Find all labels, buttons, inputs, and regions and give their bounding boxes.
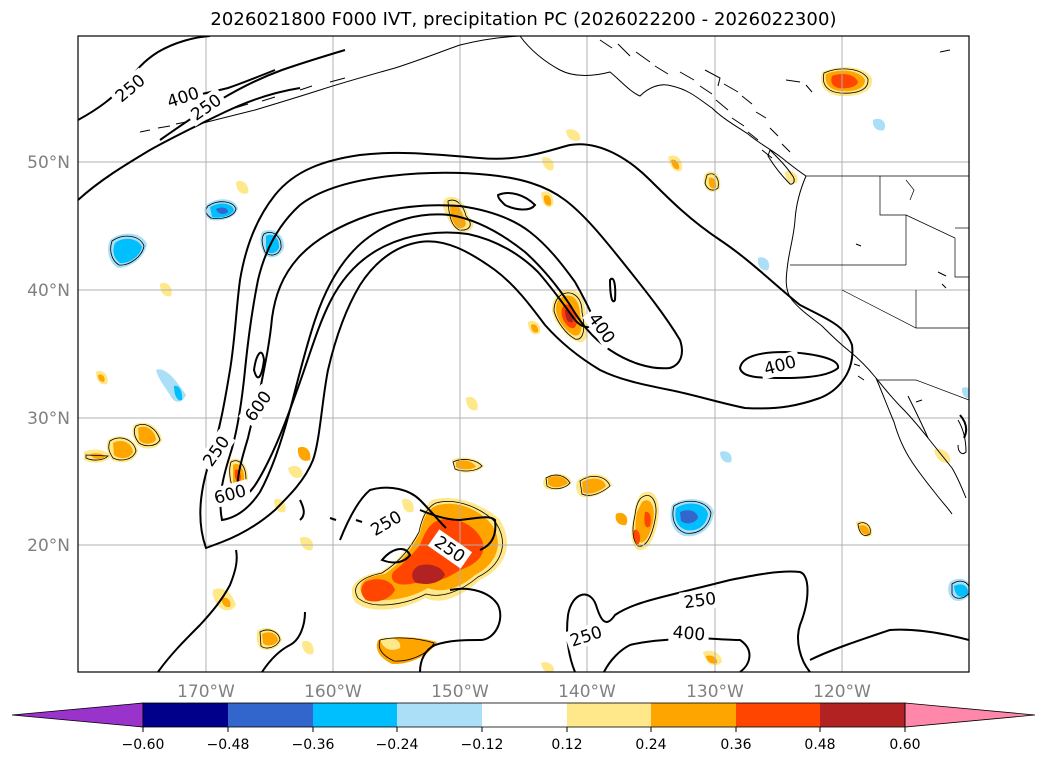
colorbar: −0.60 −0.48 −0.36 −0.24 −0.12 0.12 0.24 … — [11, 702, 1036, 753]
colorbar-tick-label: 0.24 — [635, 737, 666, 753]
colorbar-tick-label: 0.48 — [804, 737, 835, 753]
lon-label: 120°W — [813, 682, 871, 702]
colorbar-tick-label: 0.12 — [551, 737, 582, 753]
lat-label: 20°N — [27, 536, 70, 556]
colorbar-tick-label: −0.60 — [122, 737, 165, 753]
colorbar-segment — [143, 703, 228, 727]
colorbar-segment — [228, 703, 313, 727]
ivt-contours — [78, 36, 969, 672]
lat-label: 50°N — [27, 153, 70, 173]
colorbar-tick-label: −0.24 — [376, 737, 419, 753]
colorbar-tick-label: −0.36 — [292, 737, 335, 753]
colorbar-segment — [397, 703, 482, 727]
lon-label: 150°W — [431, 682, 489, 702]
colorbar-segment — [482, 703, 567, 727]
colorbar-tick-label: −0.12 — [461, 737, 504, 753]
colorbar-segment — [651, 703, 736, 727]
colorbar-extend-right — [904, 702, 1036, 728]
coastlines — [139, 36, 967, 515]
colorbar-segment — [567, 703, 651, 727]
plot-area — [78, 36, 969, 672]
political-borders — [790, 175, 969, 401]
lon-label: 140°W — [558, 682, 616, 702]
colorbar-segment — [820, 703, 905, 727]
colorbar-segment — [736, 703, 820, 727]
colorbar-tick-label: 0.60 — [889, 737, 920, 753]
colorbar-segment — [313, 703, 397, 727]
lon-label: 160°W — [304, 682, 362, 702]
latitude-labels: 50°N 40°N 30°N 20°N — [27, 153, 70, 556]
colorbar-tick-label: 0.36 — [720, 737, 751, 753]
contour-label: 250 — [683, 589, 718, 613]
colorbar-tick-label: −0.48 — [207, 737, 250, 753]
map-title: 2026021800 F000 IVT, precipitation PC (2… — [210, 9, 837, 30]
longitude-labels: 170°W 160°W 150°W 140°W 130°W 120°W — [177, 682, 871, 702]
precipitation-shading — [84, 67, 969, 672]
precipitation-outlines — [85, 68, 969, 662]
lat-label: 40°N — [27, 281, 70, 301]
map-frame — [77, 35, 970, 673]
lon-label: 130°W — [686, 682, 744, 702]
lon-label: 170°W — [177, 682, 235, 702]
lat-label: 30°N — [27, 409, 70, 429]
colorbar-extend-left — [11, 702, 144, 728]
contour-label: 400 — [672, 623, 706, 646]
